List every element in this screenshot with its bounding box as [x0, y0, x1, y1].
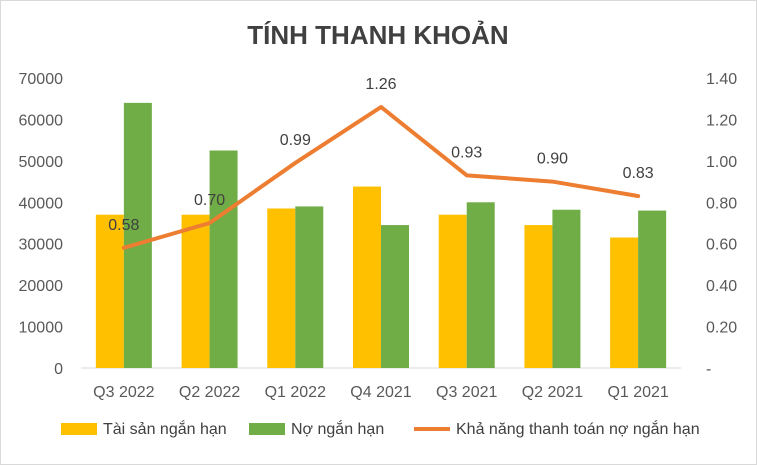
bar: [95, 214, 124, 368]
data-label: 0.83: [623, 165, 654, 182]
x-tick-label: Q2 2022: [179, 384, 240, 401]
data-label: 0.99: [280, 132, 311, 149]
data-label: 0.70: [194, 192, 225, 209]
legend-label: Nợ ngắn hạn: [291, 419, 384, 438]
y-right-tick-label: 1.40: [706, 71, 737, 88]
y-left-tick-label: 60000: [19, 112, 64, 129]
bar: [466, 202, 495, 368]
y-right-tick-label: 1.20: [706, 112, 737, 129]
legend: Tài sản ngắn hạn Nợ ngắn hạn Khả năng than…: [61, 419, 700, 438]
bar: [181, 214, 210, 368]
y-left-tick-label: 0: [54, 361, 63, 378]
bars: [95, 102, 667, 368]
x-tick-label: Q3 2022: [93, 384, 154, 401]
data-label: 0.90: [537, 151, 568, 168]
legend-swatch: [249, 423, 285, 435]
chart-title: TÍNH THANH KHOẢN: [247, 20, 508, 50]
ratio-line-path: [121, 105, 641, 250]
y-left-tick-label: 20000: [19, 278, 64, 295]
bar: [610, 237, 639, 368]
bar: [123, 102, 152, 368]
legend-label: Tài sản ngắn hạn: [103, 419, 227, 438]
y-left-tick-label: 50000: [19, 154, 64, 171]
bar: [381, 225, 409, 368]
x-tick-label: Q3 2021: [436, 384, 497, 401]
y-left-tick-label: 70000: [19, 71, 64, 88]
bar: [524, 225, 553, 368]
y-right-tick-label: -: [706, 361, 711, 378]
y-right-tick-label: 0.20: [706, 320, 737, 337]
data-label: 0.58: [108, 217, 139, 234]
y-left-tick-label: 40000: [19, 195, 64, 212]
bar: [353, 186, 381, 368]
bar: [552, 209, 581, 368]
legend-label: Khả năng thanh toán nợ ngắn hạn: [456, 419, 700, 438]
y-right-tick-label: 0.80: [706, 195, 737, 212]
bar: [638, 210, 667, 368]
data-label: 1.26: [365, 76, 396, 93]
data-labels: 0.58 0.70 0.99 1.26 0.93 0.90 0.83: [108, 76, 654, 234]
bar: [438, 214, 467, 368]
y-left-tick-label: 30000: [19, 237, 64, 254]
legend-swatch: [61, 423, 97, 435]
x-tick-label: Q2 2021: [522, 384, 583, 401]
y-right-tick-label: 1.00: [706, 154, 737, 171]
x-tick-label: Q1 2022: [265, 384, 326, 401]
data-label: 0.93: [451, 144, 482, 161]
x-tick-label: Q4 2021: [350, 384, 411, 401]
bar: [295, 206, 324, 368]
y-left-tick-label: 10000: [19, 320, 64, 337]
bar: [267, 208, 296, 368]
x-tick-label: Q1 2021: [607, 384, 668, 401]
y-right-tick-label: 0.60: [706, 237, 737, 254]
ratio-line: [121, 105, 641, 250]
y-right-tick-label: 0.40: [706, 278, 737, 295]
bar: [209, 150, 238, 368]
